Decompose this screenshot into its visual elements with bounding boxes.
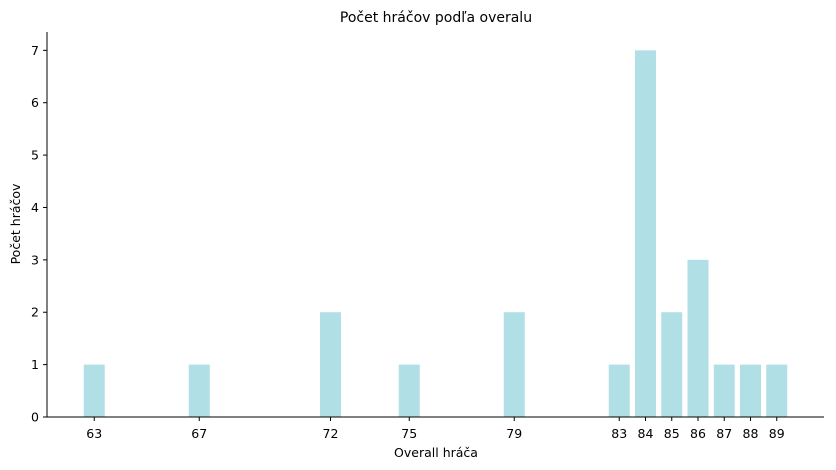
x-tick-label: 89 — [769, 426, 785, 441]
bar-88 — [740, 364, 761, 417]
chart-title: Počet hráčov podľa overalu — [340, 10, 532, 26]
x-tick-label: 67 — [191, 426, 207, 441]
y-tick-label: 2 — [31, 305, 39, 320]
x-tick-label: 86 — [690, 426, 706, 441]
x-tick-label: 85 — [664, 426, 680, 441]
bars-group — [83, 50, 788, 417]
x-tick-label: 72 — [323, 426, 339, 441]
bar-84 — [635, 50, 656, 417]
y-tick-label: 7 — [31, 43, 39, 58]
x-tick-label: 75 — [401, 426, 417, 441]
bar-75 — [398, 364, 420, 417]
x-tick-label: 84 — [638, 426, 654, 441]
y-ticks-group: 0 1 2 3 4 5 6 7 — [31, 43, 47, 425]
y-tick-label: 6 — [31, 95, 39, 110]
x-tick-label: 88 — [743, 426, 759, 441]
bar-72 — [320, 312, 341, 417]
bar-86 — [687, 259, 709, 417]
x-ticks-group: 63 67 72 75 79 83 84 85 86 87 88 89 — [86, 417, 785, 441]
bar-67 — [188, 364, 210, 417]
bar-83 — [608, 364, 630, 417]
x-tick-label: 87 — [716, 426, 732, 441]
bar-79 — [503, 312, 525, 417]
x-tick-label: 79 — [506, 426, 522, 441]
bar-89 — [766, 364, 788, 417]
y-tick-label: 5 — [31, 148, 39, 163]
x-tick-label: 83 — [611, 426, 627, 441]
y-tick-label: 0 — [31, 410, 39, 425]
bar-85 — [661, 312, 683, 417]
x-tick-label: 63 — [86, 426, 102, 441]
bar-63 — [83, 364, 105, 417]
x-axis-label: Overall hráča — [394, 445, 478, 460]
y-tick-label: 4 — [31, 200, 39, 215]
y-axis-label: Počet hráčov — [8, 183, 23, 264]
bar-87 — [713, 364, 735, 417]
y-tick-label: 1 — [31, 357, 39, 372]
y-tick-label: 3 — [31, 252, 39, 267]
